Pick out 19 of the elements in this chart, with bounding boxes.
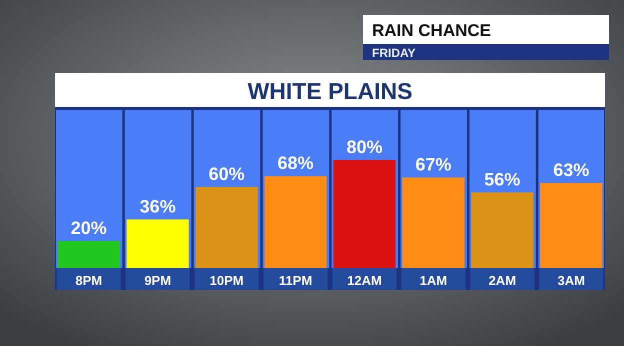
- data-label: 67%: [415, 154, 452, 175]
- chart-title: RAIN CHANCE: [372, 21, 491, 40]
- data-label: 80%: [346, 136, 382, 157]
- x-tick-label: 10PM: [210, 273, 244, 288]
- x-tick-label: 1AM: [420, 273, 448, 288]
- data-label: 20%: [70, 218, 107, 238]
- data-label: 63%: [553, 160, 590, 180]
- data-label: 60%: [208, 164, 245, 184]
- text: WHITE PLAINS: [248, 78, 412, 104]
- data-label: 56%: [484, 169, 520, 190]
- data-label: 68%: [278, 153, 314, 174]
- data-label: 36%: [140, 196, 176, 216]
- chart-subtitle: FRIDAY: [372, 46, 416, 60]
- x-tick-label: 3AM: [558, 273, 585, 288]
- x-tick-label: 8PM: [75, 273, 102, 288]
- x-tick-label: 2AM: [488, 273, 516, 288]
- x-tick-label: 9PM: [144, 273, 172, 288]
- x-tick-label: 12AM: [347, 273, 382, 288]
- x-tick-label: 11PM: [278, 273, 312, 288]
